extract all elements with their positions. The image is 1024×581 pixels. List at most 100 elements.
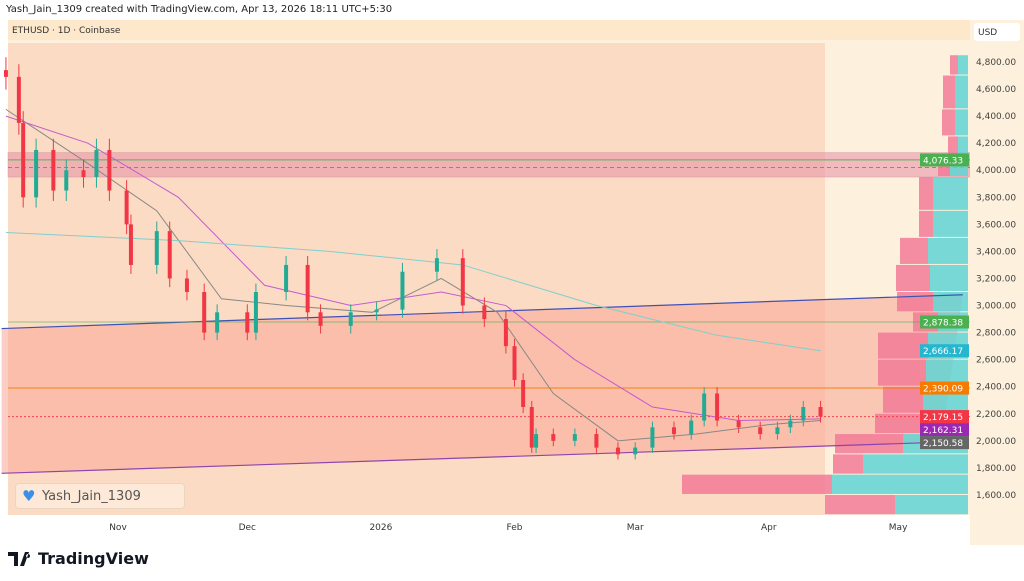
candle-body	[615, 447, 620, 455]
profile-down-bar	[833, 454, 863, 474]
candle-body	[689, 420, 694, 435]
profile-up-bar	[863, 454, 968, 474]
profile-up-bar	[928, 237, 968, 264]
price-tag	[920, 344, 969, 358]
profile-down-bar	[883, 386, 923, 413]
candle-body	[818, 407, 823, 417]
candle-body	[215, 312, 220, 333]
candle-body	[736, 420, 741, 428]
price-axis	[970, 20, 1024, 545]
candle-body	[551, 434, 556, 441]
y-tick-label: 4,200.00	[976, 139, 1016, 149]
y-tick-label: 3,000.00	[976, 302, 1016, 312]
price-tag-label: 2,390.09	[923, 385, 963, 395]
y-tick-label: 4,400.00	[976, 112, 1016, 122]
price-tag-label: 2,666.17	[923, 347, 963, 357]
y-tick-label: 1,600.00	[976, 491, 1016, 501]
y-tick-label: 2,400.00	[976, 383, 1016, 393]
candle-body	[715, 393, 720, 421]
price-chart[interactable]: ETHUSD · 1D · Coinbase USD 1,600.00 1,800.0…	[0, 0, 1024, 545]
price-tag	[920, 315, 969, 329]
price-tag-label: 2,162.31	[923, 426, 963, 436]
profile-down-bar	[682, 474, 832, 494]
moving-average-line	[5, 115, 821, 422]
candle-body	[305, 264, 310, 313]
price-tag	[920, 381, 969, 395]
y-tick-label: 2,800.00	[976, 329, 1016, 339]
candle-body	[184, 278, 189, 293]
price-tag	[920, 436, 969, 450]
candle-body	[400, 271, 405, 310]
candle-body	[521, 379, 526, 408]
candle-body	[529, 407, 534, 448]
credit-line: Yash_Jain_1309 created with TradingView.…	[6, 4, 393, 15]
profile-down-bar	[878, 359, 926, 386]
channel-fill	[1, 294, 963, 474]
y-tick-label: 3,200.00	[976, 274, 1016, 284]
y-tick-label: 2,200.00	[976, 410, 1016, 420]
candle-body	[348, 312, 353, 326]
profile-down-bar	[875, 413, 920, 434]
candle-body	[3, 70, 8, 77]
y-tick-label: 4,800.00	[976, 58, 1016, 68]
candle-body	[64, 170, 69, 191]
candle-body	[758, 427, 763, 435]
x-tick-label: Dec	[239, 523, 256, 533]
profile-up-bar	[955, 109, 968, 136]
profile-up-bar	[933, 210, 968, 237]
x-tick-label: Apr	[761, 523, 777, 533]
y-tick-label: 1,800.00	[976, 464, 1016, 474]
price-tag	[920, 410, 969, 424]
price-tag-label: 2,150.58	[923, 439, 963, 449]
profile-down-bar	[896, 264, 930, 292]
tradingview-logo: TradingView	[8, 549, 149, 568]
profile-down-bar	[919, 210, 933, 237]
y-tick-label: 2,600.00	[976, 356, 1016, 366]
candle-body	[775, 427, 780, 435]
price-tag-label: 2,179.15	[923, 413, 963, 423]
candle-body	[128, 224, 133, 265]
profile-up-bar	[832, 474, 968, 494]
candle-body	[482, 305, 487, 320]
profile-down-bar	[948, 136, 958, 156]
candle-body	[374, 309, 379, 313]
candle-body	[21, 122, 26, 198]
x-tick-label: Feb	[507, 523, 523, 533]
price-tag	[920, 153, 969, 167]
candle-body	[16, 76, 21, 123]
heart-icon: ♥	[22, 487, 36, 505]
candle-body	[284, 264, 289, 293]
candle-body	[81, 170, 86, 178]
y-tick-label: 4,000.00	[976, 166, 1016, 176]
profile-up-bar	[958, 55, 968, 75]
candle-body	[534, 434, 539, 448]
candle-body	[633, 447, 638, 455]
candle-body	[801, 407, 806, 421]
y-tick-label: 3,600.00	[976, 220, 1016, 230]
profile-down-bar	[825, 494, 895, 515]
candle-body	[107, 149, 112, 191]
profile-down-bar	[878, 332, 928, 359]
candle-body	[318, 312, 323, 326]
tradingview-logo-icon	[8, 551, 31, 566]
profile-up-bar	[895, 494, 968, 515]
candle-body	[650, 427, 655, 448]
profile-up-bar	[955, 75, 968, 109]
candle-body	[167, 231, 172, 279]
price-tag-label: 2,878.38	[923, 318, 963, 328]
candle-body	[594, 434, 599, 448]
currency-box	[974, 23, 1020, 41]
candle-body	[154, 231, 159, 265]
candle-body	[34, 149, 39, 198]
y-tick-label: 3,400.00	[976, 247, 1016, 257]
x-tick-label: 2026	[369, 523, 392, 533]
candle-body	[572, 434, 577, 441]
logo-text: TradingView	[38, 549, 149, 568]
candle-body	[94, 149, 99, 178]
profile-down-bar	[835, 434, 903, 454]
x-tick-label: May	[889, 523, 908, 533]
profile-up-bar	[926, 359, 968, 386]
profile-down-bar	[897, 292, 933, 312]
x-tick-label: Nov	[109, 523, 127, 533]
candle-body	[512, 346, 517, 380]
